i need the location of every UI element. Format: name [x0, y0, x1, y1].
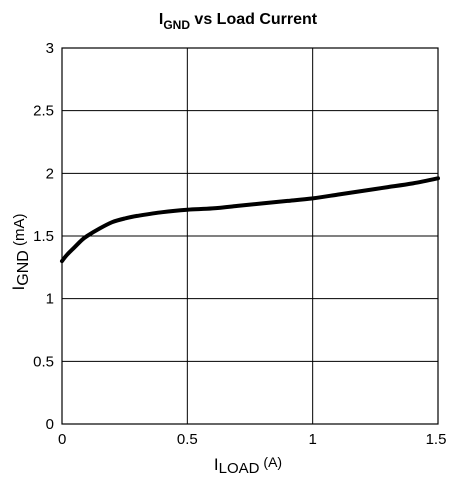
y-tick-labels: 0 0.5 1 1.5 2 2.5 3 — [33, 40, 54, 433]
y-tick-label: 2 — [46, 165, 54, 182]
grid — [61, 47, 439, 425]
x-axis-label-sub: LOAD — [219, 460, 260, 477]
x-tick-label: 1.5 — [426, 431, 447, 448]
chart-title-main: I — [159, 11, 163, 28]
plot-frame — [61, 47, 439, 425]
x-tick-label: 0.5 — [177, 431, 198, 448]
y-tick-label: 0.5 — [33, 353, 54, 370]
chart-title-sub: GND — [163, 18, 190, 32]
y-tick-label: 2.5 — [33, 103, 54, 120]
x-axis-label: ILOAD (A) — [214, 454, 282, 477]
y-axis-label-rest: (mA) — [11, 214, 28, 251]
x-tick-labels: 0 0.5 1 1.5 — [58, 431, 446, 448]
y-axis-label-main: I — [9, 286, 28, 291]
y-tick-label: 1.5 — [33, 228, 54, 245]
x-axis-label-main: I — [214, 455, 219, 474]
y-axis-label-sub: GND — [15, 250, 32, 286]
y-axis-label: IGND (mA) — [9, 214, 32, 291]
y-tick-label: 0 — [46, 416, 54, 433]
chart-title: IGND vs Load Current — [159, 11, 318, 32]
x-tick-label: 0 — [58, 431, 66, 448]
chart-title-rest: vs Load Current — [190, 11, 318, 28]
x-axis-label-rest: (A) — [260, 454, 283, 470]
y-tick-label: 3 — [46, 40, 54, 57]
x-tick-label: 1 — [308, 431, 316, 448]
series-line — [60, 176, 440, 264]
y-tick-label: 1 — [46, 291, 54, 308]
